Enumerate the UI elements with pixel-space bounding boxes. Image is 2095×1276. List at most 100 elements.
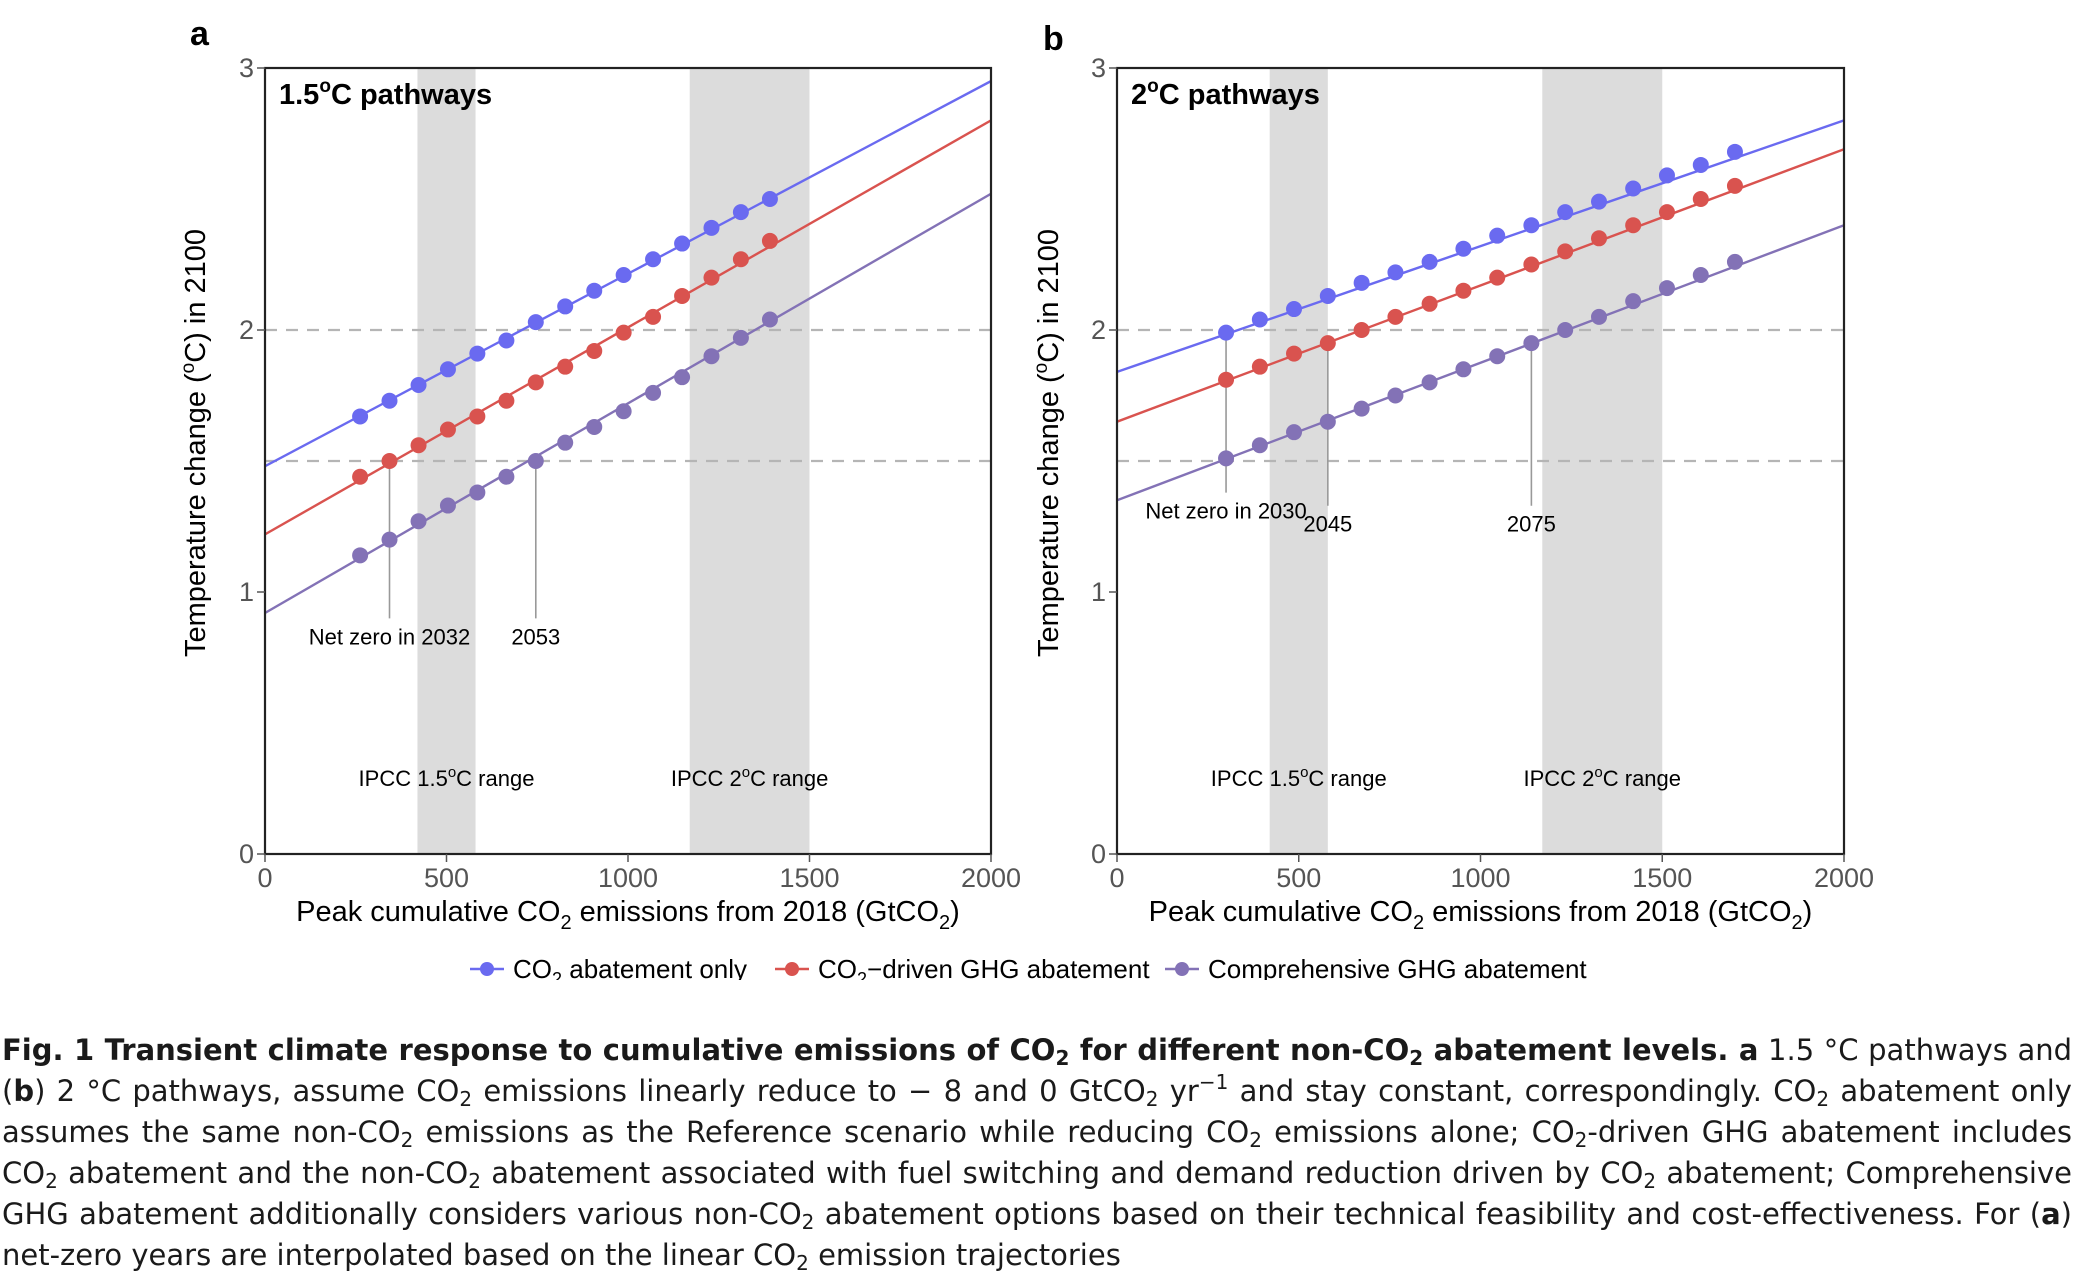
data-point: [1726, 253, 1743, 270]
annotation-label: 2075: [1507, 512, 1556, 537]
data-point: [1455, 282, 1472, 299]
caption-body: a 1.5 °C pathways and (b) 2 °C pathways,…: [2, 1033, 2073, 1275]
x-tick-label: 2000: [1814, 863, 1874, 893]
data-point: [761, 191, 778, 207]
shaded-range-label: IPCC 2oC range: [671, 764, 829, 791]
data-point: [439, 361, 456, 378]
data-point: [761, 232, 778, 249]
series-1: [265, 119, 991, 536]
data-point: [1421, 253, 1438, 270]
data-point: [1421, 374, 1438, 391]
data-point: [381, 453, 398, 469]
data-point: [1251, 358, 1268, 375]
data-point: [1353, 322, 1370, 338]
data-point: [498, 392, 515, 409]
data-point: [1387, 387, 1404, 404]
series-0: [1117, 119, 1844, 374]
data-point: [1387, 264, 1404, 281]
data-point: [352, 547, 369, 564]
data-point: [645, 308, 662, 325]
data-point: [1523, 335, 1540, 352]
data-point: [1387, 308, 1404, 325]
data-point: [527, 314, 544, 331]
series-2: [265, 192, 991, 614]
figure: a IPCC 1.5oC range IPCC 2oC range Net zero …: [178, 15, 1874, 980]
x-tick-label: 1500: [1632, 863, 1692, 893]
caption-title: Fig. 1 Transient climate response to cum…: [2, 1033, 1739, 1070]
fit-line: [1117, 148, 1844, 423]
data-point: [1658, 167, 1675, 184]
shaded-range-label: IPCC 2oC range: [1523, 764, 1681, 791]
legend-swatch-dot: [1175, 962, 1189, 976]
legend-item-1: CO2−driven GHG abatement: [775, 954, 1150, 980]
data-point: [615, 324, 632, 341]
series-2: [1117, 224, 1844, 502]
panel-label: b: [1043, 20, 1064, 58]
x-axis-title: Peak cumulative CO2 emissions from 2018 …: [296, 896, 960, 934]
y-tick-label: 3: [1091, 53, 1106, 83]
shaded-range-ipcc15: [1269, 68, 1328, 854]
data-point: [1286, 345, 1303, 362]
data-point: [410, 513, 427, 530]
legend-swatch-dot: [480, 962, 494, 976]
y-tick-label: 0: [239, 839, 254, 869]
data-point: [1591, 193, 1608, 210]
data-point: [352, 468, 369, 485]
plot-area: IPCC 1.5oC range IPCC 2oC range: [265, 68, 991, 854]
shaded-range-label: IPCC 1.5oC range: [359, 764, 535, 791]
y-tick-label: 1: [239, 577, 254, 607]
data-point: [1726, 143, 1743, 160]
data-point: [439, 497, 456, 514]
legend-label: Comprehensive GHG abatement: [1208, 954, 1587, 980]
data-point: [557, 358, 574, 375]
y-tick-label: 0: [1091, 839, 1106, 869]
data-point: [439, 421, 456, 438]
data-point: [1455, 240, 1472, 257]
panel-title: 1.5oC pathways: [279, 76, 492, 111]
data-point: [586, 282, 603, 299]
data-point: [674, 235, 691, 252]
data-point: [1353, 274, 1370, 291]
data-point: [1658, 204, 1675, 221]
panel-title: 2oC pathways: [1131, 76, 1320, 111]
data-point: [1319, 335, 1336, 352]
data-point: [674, 287, 691, 304]
data-point: [469, 484, 486, 501]
fit-line: [265, 192, 991, 614]
data-point: [1353, 400, 1370, 417]
data-point: [381, 392, 398, 409]
data-point: [586, 418, 603, 435]
x-tick-label: 0: [257, 863, 272, 893]
data-point: [732, 204, 749, 221]
data-point: [410, 377, 427, 394]
series-0: [265, 80, 991, 468]
plot-area: IPCC 1.5oC range IPCC 2oC range: [1117, 68, 1844, 854]
data-point: [645, 251, 662, 268]
data-point: [1523, 256, 1540, 273]
legend-label: CO2 abatement only: [513, 954, 747, 980]
data-point: [645, 384, 662, 401]
data-point: [410, 437, 427, 454]
data-point: [732, 329, 749, 346]
x-tick-label: 1500: [779, 863, 839, 893]
data-point: [1251, 437, 1268, 454]
x-tick-label: 1000: [1450, 863, 1510, 893]
data-point: [469, 408, 486, 425]
panel-label: a: [190, 15, 210, 53]
data-point: [615, 266, 632, 283]
annotation-label: 2053: [511, 624, 560, 649]
legend-swatch-dot: [785, 962, 799, 976]
data-point: [381, 531, 398, 548]
x-tick-label: 500: [424, 863, 469, 893]
data-point: [352, 408, 369, 425]
data-point: [1625, 180, 1642, 197]
data-point: [1489, 348, 1506, 365]
data-point: [557, 434, 574, 451]
data-point: [469, 345, 486, 362]
data-point: [615, 403, 632, 420]
fit-line: [1117, 119, 1844, 374]
y-tick-label: 3: [239, 53, 254, 83]
data-point: [1251, 311, 1268, 328]
data-point: [1557, 204, 1574, 221]
legend-item-0: CO2 abatement only: [470, 954, 747, 980]
